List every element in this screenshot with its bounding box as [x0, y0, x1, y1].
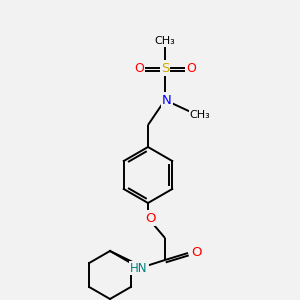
Text: O: O [145, 212, 155, 224]
Text: O: O [134, 61, 144, 74]
Text: CH₃: CH₃ [190, 110, 210, 120]
Text: O: O [186, 61, 196, 74]
Text: CH₃: CH₃ [154, 36, 176, 46]
Text: HN: HN [130, 262, 148, 275]
Text: O: O [191, 245, 201, 259]
Text: S: S [161, 61, 169, 74]
Text: N: N [162, 94, 172, 106]
